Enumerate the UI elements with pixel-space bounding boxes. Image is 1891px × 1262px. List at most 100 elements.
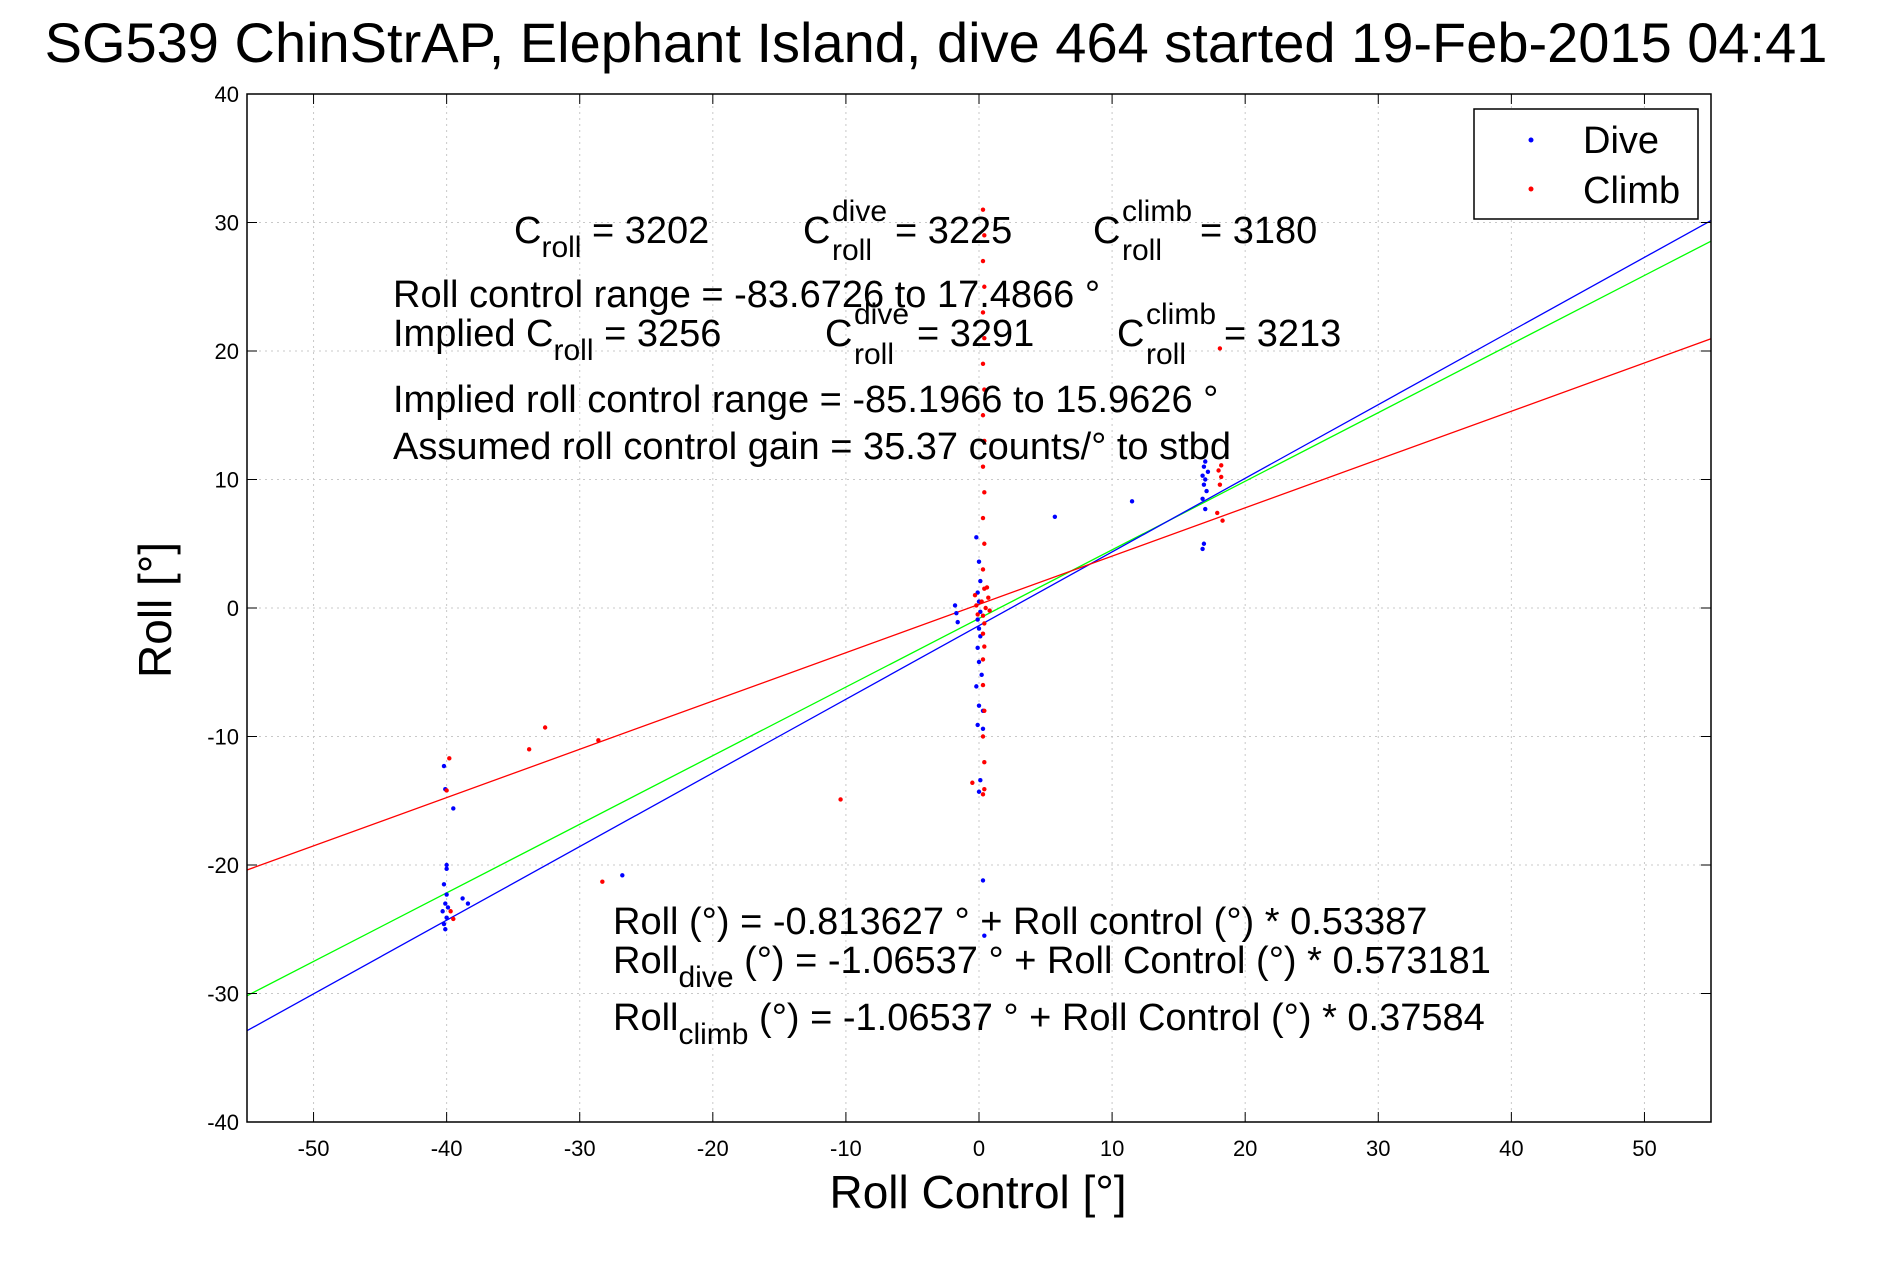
climb-point: [980, 361, 986, 367]
dive-point: [980, 726, 986, 731]
implied-c-climb-value: = 3213: [1224, 313, 1341, 355]
climb-point: [982, 644, 987, 649]
data-points: [440, 207, 1225, 938]
dive-point: [444, 866, 449, 872]
climb-point: [982, 786, 987, 792]
dive-point: [978, 578, 983, 584]
climb-point: [980, 567, 986, 572]
dive-point: [465, 901, 471, 906]
climb-point: [980, 657, 986, 662]
climb-point: [980, 631, 986, 636]
climb-point: [982, 760, 987, 765]
climb-point: [980, 613, 986, 618]
climb-point: [979, 599, 984, 604]
y-tick-label: -30: [207, 982, 239, 1007]
climb-point: [444, 788, 449, 793]
chart-title: SG539 ChinStrAP, Elephant Island, dive 4…: [45, 11, 1828, 74]
dive-point: [444, 915, 449, 920]
implied-c-dive-superscript: dive: [854, 298, 909, 331]
climb-point: [1215, 510, 1220, 516]
implied-c-dive-value: = 3291: [917, 313, 1034, 355]
equation-climb: Rollclimb (°) = -1.06537 ° + Roll Contro…: [613, 997, 1485, 1051]
legend-box: [1473, 108, 1699, 220]
dive-point: [954, 610, 959, 616]
dive-point: [444, 862, 449, 868]
c-roll-annotation: Croll = 3202: [514, 210, 709, 264]
x-tick-label: 30: [1366, 1136, 1390, 1161]
y-tick-label: 30: [215, 211, 239, 236]
y-tick-label: -40: [207, 1110, 239, 1135]
c-climb-annotation: C: [1093, 210, 1120, 252]
climb-point: [982, 708, 987, 713]
y-tick-label: 0: [227, 596, 239, 621]
climb-point: [972, 592, 978, 598]
y-tick-label: 40: [215, 82, 239, 107]
legend-climb-marker: [1528, 186, 1534, 192]
climb-point: [987, 608, 992, 613]
x-tick-label: 40: [1499, 1136, 1523, 1161]
dive-point: [1201, 464, 1207, 469]
grid: [247, 94, 1711, 1122]
equation-dive: Rolldive (°) = -1.06537 ° + Roll Control…: [613, 940, 1491, 994]
dive-point: [974, 535, 979, 540]
annotations: Croll = 3202 C dive roll = 3225 C climb …: [393, 195, 1491, 1051]
y-tick-label: -10: [207, 725, 239, 750]
climb-point: [982, 438, 987, 444]
plot-area: -50 -40 -30 -20 -10 0 10 20 30 40 50 -40 -30 -20 -10 0 1…: [207, 82, 1712, 1161]
dive-point: [443, 927, 448, 932]
dive-point: [1204, 488, 1209, 494]
fit-line-dive: [246, 219, 1712, 1032]
dive-point: [976, 626, 982, 631]
equation-all: Roll (°) = -0.813627 ° + Roll control (°…: [613, 901, 1427, 943]
climb-point: [982, 233, 987, 238]
dive-point: [979, 672, 984, 678]
y-tick-label: 20: [215, 339, 239, 364]
dive-point: [1201, 482, 1207, 487]
dive-point: [444, 892, 449, 897]
legend-dive-marker: [1528, 137, 1534, 143]
c-climb-value: = 3180: [1200, 210, 1317, 252]
implied-c-dive-subscript: roll: [854, 338, 894, 371]
dive-point: [976, 789, 982, 794]
climb-point: [980, 734, 986, 739]
climb-point: [980, 682, 986, 688]
x-axis-label: Roll Control [°]: [829, 1166, 1126, 1218]
climb-point: [980, 515, 986, 521]
climb-point: [448, 909, 453, 914]
dive-point: [1203, 477, 1208, 482]
implied-roll-control-range: Implied roll control range = -85.1966 to…: [393, 379, 1218, 421]
dive-point: [451, 806, 456, 811]
dive-point: [460, 896, 465, 901]
dive-point: [1203, 459, 1208, 464]
assumed-roll-control-gain: Assumed roll control gain = 35.37 counts…: [393, 426, 1231, 468]
climb-point: [982, 621, 987, 626]
climb-point: [982, 490, 987, 495]
x-tick-label: 0: [973, 1136, 985, 1161]
dive-point: [976, 703, 982, 708]
climb-point: [975, 612, 980, 617]
climb-point: [600, 879, 605, 884]
climb-point: [542, 725, 548, 730]
dive-point: [980, 878, 986, 883]
x-tick-label: -50: [298, 1136, 330, 1161]
dive-point: [982, 933, 987, 938]
c-dive-superscript: dive: [832, 195, 887, 228]
climb-point: [980, 464, 986, 469]
dive-point: [1203, 506, 1208, 512]
dive-point: [1052, 514, 1058, 519]
climb-point: [980, 310, 986, 315]
x-tick-label: -10: [830, 1136, 862, 1161]
x-tick-label: -40: [431, 1136, 463, 1161]
y-tick-label: 10: [215, 468, 239, 493]
climb-point: [974, 603, 979, 608]
dive-point: [441, 763, 447, 769]
climb-point: [1220, 518, 1225, 523]
climb-point: [982, 335, 987, 341]
dive-point: [620, 873, 625, 878]
climb-point: [980, 792, 986, 797]
y-axis-label: Roll [°]: [129, 542, 181, 678]
climb-point: [983, 605, 988, 611]
climb-point: [1216, 468, 1221, 473]
implied-c-climb: C: [1117, 313, 1144, 355]
dive-point: [1200, 546, 1205, 552]
